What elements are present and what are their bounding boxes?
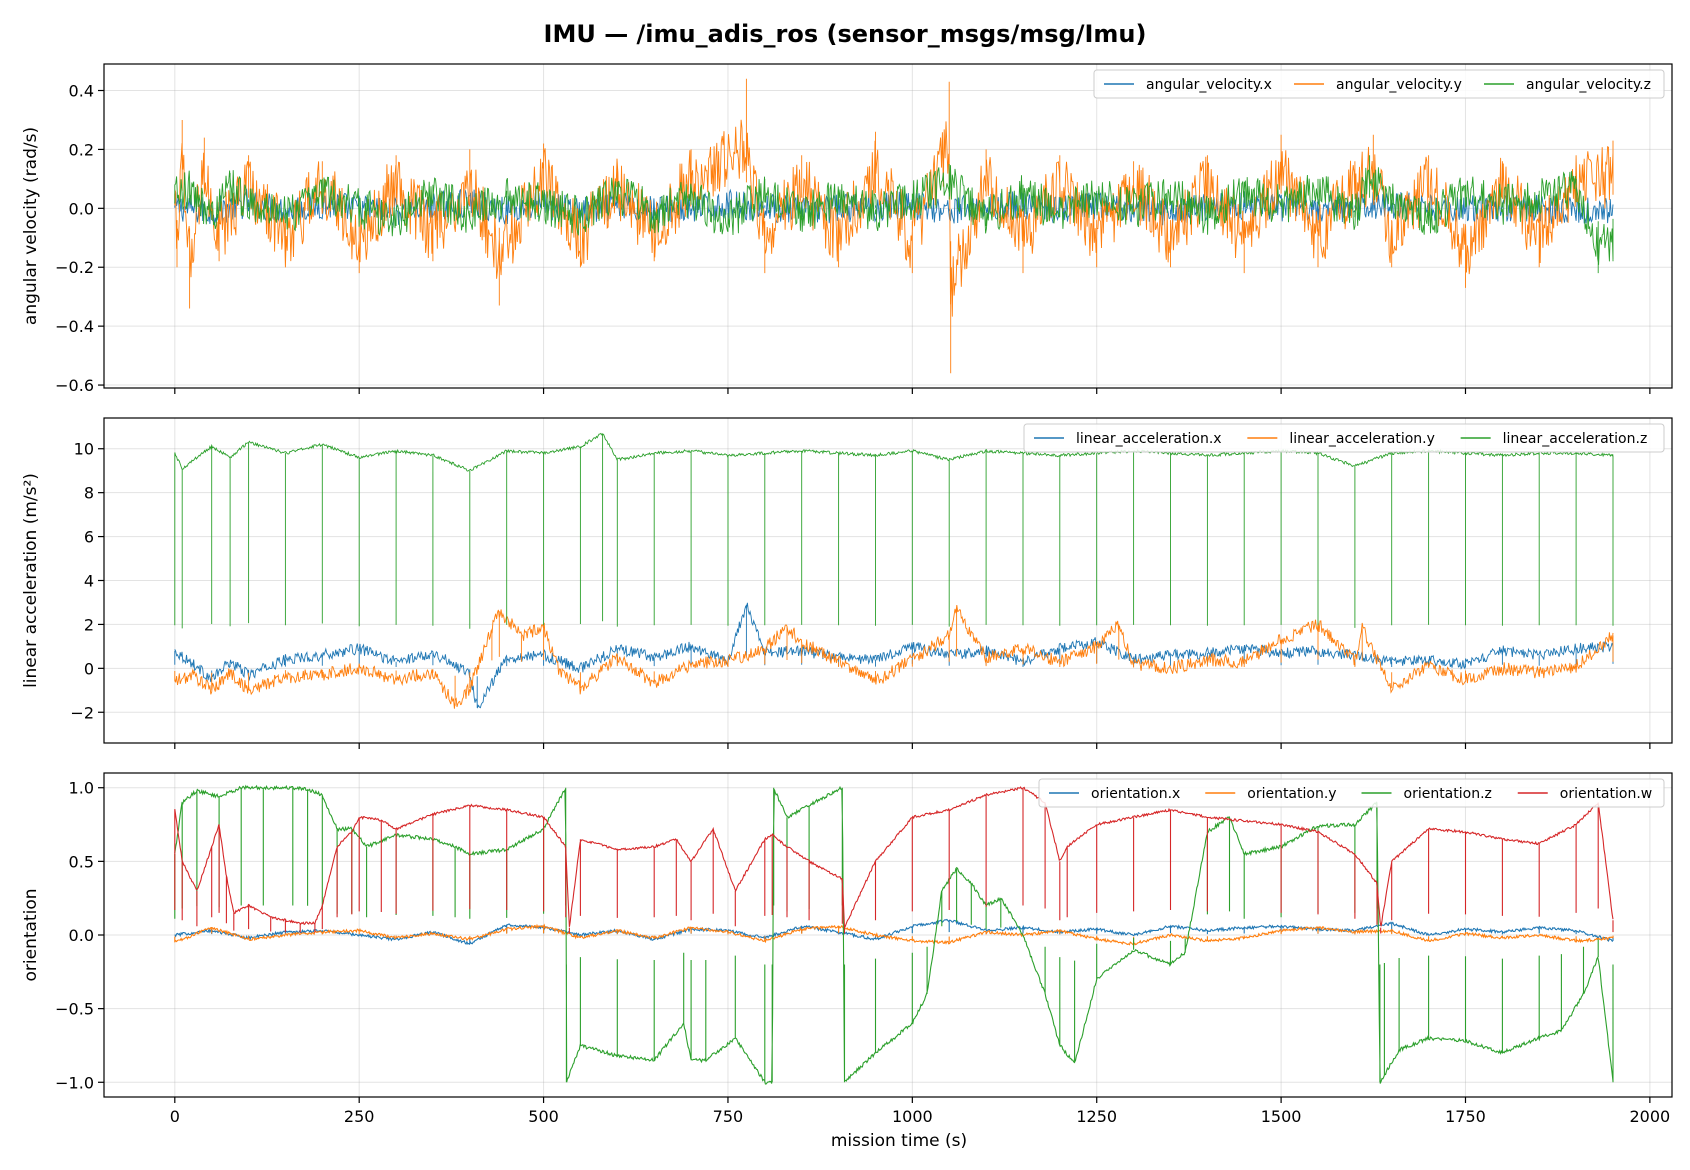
- y-tick-label: −0.4: [55, 317, 94, 336]
- panel-3: 0 250 500 750 1000 1250 1500 1750 2000 1.0 0.5 0.0 −…: [21, 772, 1673, 1126]
- series-line-angular-velocity-y: [174, 78, 1614, 374]
- legend-entry: angular_velocity.z: [1526, 77, 1651, 93]
- series-line-orientation-x: [174, 918, 1614, 946]
- legend-entry: orientation.z: [1404, 786, 1492, 802]
- y-tick-label: 6: [84, 528, 94, 547]
- y-axis-label: angular velocity (rad/s): [21, 127, 41, 325]
- chart-title: IMU — /imu_adis_ros (sensor_msgs/msg/Imu…: [544, 20, 1147, 48]
- y-tick-label: 0.0: [69, 926, 94, 945]
- y-tick-label: 10: [74, 440, 94, 459]
- series-line-orientation-w: [174, 786, 1614, 934]
- x-tick-label: 1000: [892, 1107, 933, 1126]
- panel-2: 10 8 6 4 2 0 −2 linear acceleration (m/s²) linea…: [21, 417, 1673, 749]
- y-axis-label: linear acceleration (m/s²): [21, 473, 41, 688]
- axis-frame: [103, 63, 1673, 389]
- legend-entry: linear_acceleration.y: [1289, 431, 1435, 447]
- y-tick-label: 0.4: [69, 82, 94, 101]
- legend-entry: orientation.x: [1091, 786, 1180, 802]
- y-tick-label: −0.2: [55, 258, 94, 277]
- legend-entry: angular_velocity.x: [1146, 77, 1272, 93]
- y-tick-label: 4: [84, 572, 94, 591]
- y-tick-label: 2: [84, 615, 94, 634]
- y-tick-label: 0.2: [69, 140, 94, 159]
- series-group: [174, 78, 1614, 374]
- legend-entry: angular_velocity.y: [1336, 77, 1462, 93]
- legend-box: [1023, 423, 1665, 453]
- x-tick-label: 1250: [1076, 1107, 1117, 1126]
- x-tick-label: 0: [170, 1107, 180, 1126]
- legend-entry: orientation.w: [1560, 786, 1652, 802]
- series-group: [174, 784, 1614, 1085]
- panel-1: 0.4 0.2 0.0 −0.2 −0.4 −0.6 angular velocity (r…: [21, 63, 1673, 395]
- x-tick-label: 500: [528, 1107, 559, 1126]
- y-tick-label: 0.0: [69, 199, 94, 218]
- y-tick-label: 8: [84, 484, 94, 503]
- legend-entry: orientation.y: [1247, 786, 1336, 802]
- y-tick-label: −1.0: [55, 1073, 94, 1092]
- x-tick-label: 1500: [1261, 1107, 1302, 1126]
- y-axis-label: orientation: [21, 889, 41, 982]
- series-line-angular-velocity-z: [174, 155, 1614, 274]
- series-line-linear-acceleration-z: [174, 432, 1614, 629]
- y-tick-label: −0.5: [55, 1000, 94, 1019]
- y-tick-label: 0.5: [69, 852, 94, 871]
- legend-entry: linear_acceleration.x: [1076, 431, 1222, 447]
- x-tick-label: 750: [713, 1107, 744, 1126]
- y-tick-label: 0: [84, 659, 94, 678]
- x-tick-label: 250: [344, 1107, 375, 1126]
- panels-group: 0.4 0.2 0.0 −0.2 −0.4 −0.6 angular velocity (r…: [21, 63, 1673, 1126]
- series-line-linear-acceleration-x: [174, 602, 1614, 709]
- series-group: [174, 432, 1614, 709]
- y-tick-label: −2: [70, 703, 94, 722]
- x-axis-label: mission time (s): [831, 1131, 967, 1151]
- legend-box: [1038, 778, 1665, 808]
- x-tick-label: 2000: [1630, 1107, 1671, 1126]
- legend-entry: linear_acceleration.z: [1503, 431, 1648, 447]
- series-line-orientation-z: [174, 784, 1614, 1085]
- x-tick-label: 1750: [1445, 1107, 1486, 1126]
- y-tick-label: −0.6: [55, 376, 94, 395]
- series-line-linear-acceleration-y: [174, 605, 1614, 709]
- legend-box: [1093, 69, 1665, 99]
- y-tick-label: 1.0: [69, 779, 94, 798]
